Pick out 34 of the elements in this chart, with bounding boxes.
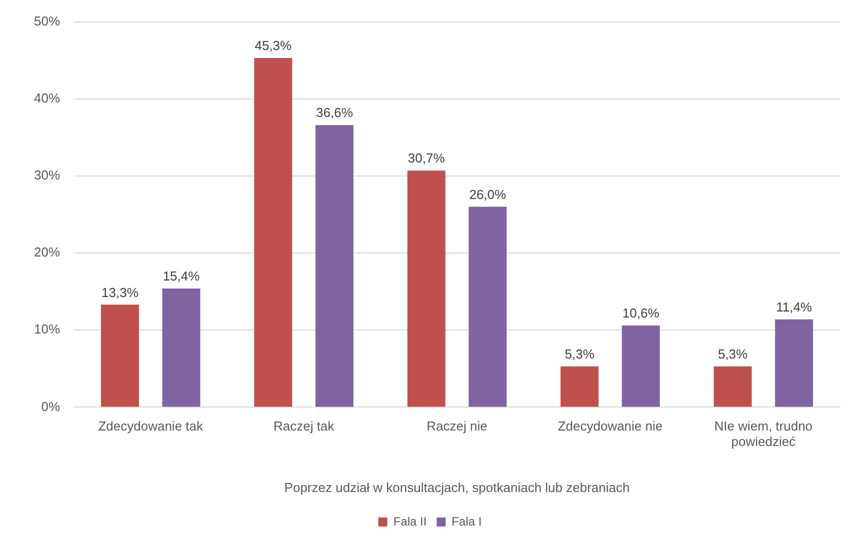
data-label: 5,3% [718, 346, 748, 362]
x-tick-label: NIe wiem, trudno powiedzieć [714, 418, 813, 450]
y-tick-label: 20% [34, 244, 60, 260]
bar [560, 366, 599, 407]
x-tick-label: Raczej tak [273, 418, 335, 434]
bar [468, 206, 507, 407]
data-label: 10,6% [622, 306, 660, 321]
y-tick-label: 30% [34, 168, 60, 183]
data-label: 36,6% [316, 105, 354, 120]
bar [407, 170, 446, 407]
y-tick-label: 0% [41, 398, 60, 414]
y-tick-label: 10% [34, 322, 60, 337]
y-tick-label: 40% [34, 90, 60, 106]
data-label: 13,3% [102, 284, 139, 300]
legend-label: Fala I [452, 514, 482, 528]
bar [315, 125, 354, 407]
bar [714, 366, 752, 407]
bar [162, 288, 200, 407]
x-tick-label: Zdecydowanie tak [98, 418, 204, 434]
y-tick-label: 50% [34, 13, 60, 28]
x-tick-label: Zdecydowanie nie [558, 418, 663, 434]
x-axis-title: Poprzez udział w konsultacjach, spotkaniach lub zebraniach [284, 480, 630, 495]
bar [100, 304, 139, 407]
legend-label: Fala II [393, 514, 427, 528]
data-label: 5,3% [564, 346, 595, 362]
data-label: 26,0% [469, 186, 507, 202]
data-label: 11,4% [776, 299, 812, 314]
bar [622, 325, 660, 407]
bar [254, 58, 292, 407]
x-tick-label: Raczej nie [426, 418, 488, 434]
data-label: 45,3% [254, 38, 292, 54]
data-label: 15,4% [162, 268, 200, 284]
bar [775, 319, 814, 407]
data-label: 30,7% [408, 150, 446, 166]
